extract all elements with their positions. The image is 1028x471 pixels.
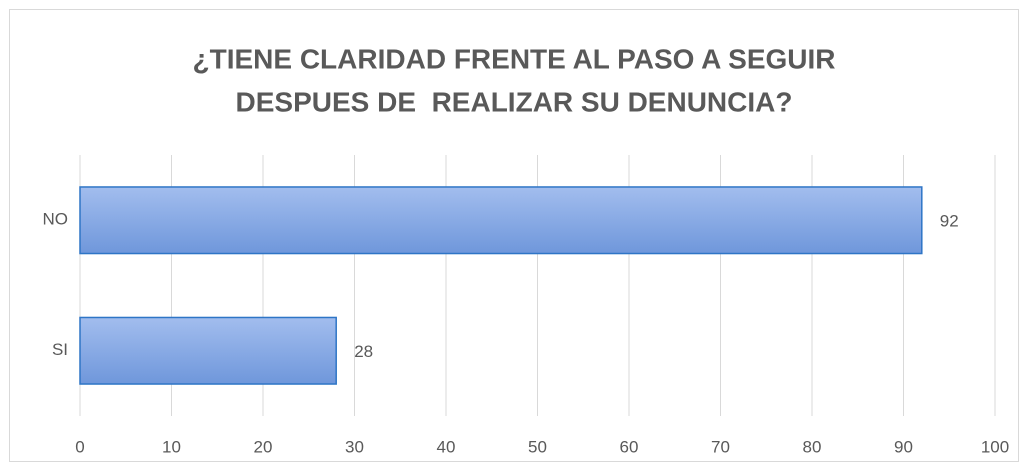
data-label: 92 bbox=[940, 212, 959, 231]
x-tick-label: 70 bbox=[711, 437, 730, 456]
bar bbox=[79, 186, 923, 255]
chart-title: ¿TIENE CLARIDAD FRENTE AL PASO A SEGUIR bbox=[193, 43, 836, 74]
y-tick-label: NO bbox=[43, 210, 69, 229]
data-label: 28 bbox=[354, 342, 373, 361]
x-tick-label: 40 bbox=[437, 437, 456, 456]
x-tick-label: 0 bbox=[75, 437, 84, 456]
chart-title: DESPUES DE REALIZAR SU DENUNCIA? bbox=[236, 86, 793, 117]
x-tick-label: 80 bbox=[803, 437, 822, 456]
x-tick-label: 100 bbox=[981, 437, 1009, 456]
x-tick-label: 30 bbox=[345, 437, 364, 456]
x-tick-label: 20 bbox=[254, 437, 273, 456]
x-tick-label: 60 bbox=[620, 437, 639, 456]
bar bbox=[79, 316, 337, 385]
x-tick-label: 90 bbox=[894, 437, 913, 456]
x-tick-label: 10 bbox=[162, 437, 181, 456]
y-tick-label: SI bbox=[52, 340, 68, 359]
x-tick-label: 50 bbox=[528, 437, 547, 456]
